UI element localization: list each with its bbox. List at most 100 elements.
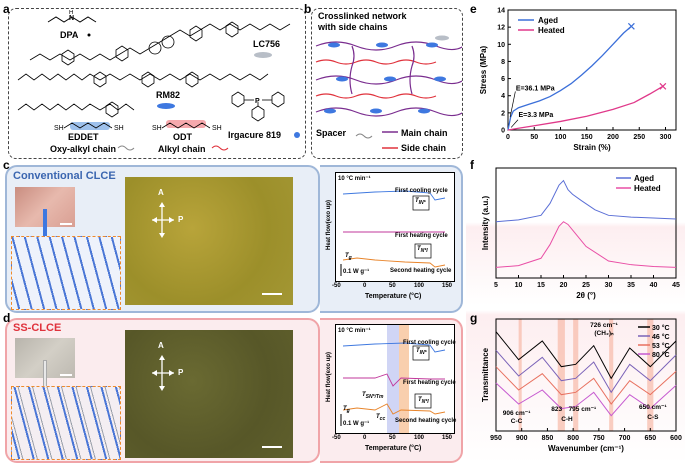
- panel-c-title: Conventional CLCE: [13, 170, 116, 182]
- chart-g-band-4: [647, 319, 654, 431]
- dsc-d-xtick-1: 0: [363, 435, 367, 441]
- dsc-c-xtick-0: -50: [332, 283, 341, 289]
- lc756-label: LC756: [253, 39, 280, 49]
- chart-g-legend-2: 53 °C: [652, 342, 670, 350]
- panel-d-pom-scalebar: [262, 446, 282, 448]
- panel-b-title-1: Crosslinked network: [318, 11, 407, 21]
- dsc-c-cool-curve: [342, 190, 446, 201]
- chart-g-xtick-2: 850: [542, 435, 554, 442]
- chart-e-xtick-5: 250: [633, 134, 645, 141]
- dsc-c-tni: TN*I: [417, 246, 428, 255]
- panel-c-scalebar: [60, 223, 72, 225]
- chart-g-ann-726: 726 cm⁻¹: [590, 322, 618, 329]
- panel-d-p-label: P: [178, 368, 184, 377]
- chart-g-xtick-5: 700: [619, 435, 631, 442]
- panel-c-ap-axes: [152, 202, 174, 238]
- chart-e-ytick-7: 14: [497, 8, 505, 15]
- dsc-c-scale: 0.1 W g⁻¹: [343, 269, 370, 275]
- chart-f-xtick-1: 10: [515, 282, 523, 289]
- chart-e-ytick-1: 2: [501, 110, 505, 117]
- chart-f-xtick-0: 5: [494, 282, 498, 289]
- chart-e-line-aged: [507, 25, 632, 131]
- panel-d-pom: [125, 330, 293, 458]
- chart-e-line-heated: [507, 85, 664, 131]
- chart-e-legend-1: Heated: [538, 26, 565, 35]
- dsc-d-xtick-2: 50: [389, 435, 396, 441]
- chart-e-legend-0: Aged: [538, 16, 558, 25]
- chart-f-xtick-8: 45: [672, 282, 680, 289]
- odt-label: ODT: [173, 132, 193, 142]
- chart-g-ann-795: 795 cm⁻¹: [569, 406, 597, 413]
- lc756-ring-2: [105, 101, 119, 118]
- spacer-1: [349, 45, 355, 95]
- dpa-skeleton-2: [71, 16, 97, 23]
- dsc-d-heat1-label: First heating cycle: [403, 380, 456, 386]
- chart-e-ytick-2: 4: [501, 93, 505, 100]
- dsc-d-xtick-4: 150: [442, 435, 453, 441]
- side-chain-1: [315, 59, 437, 65]
- rm82-label: RM82: [156, 90, 180, 100]
- chart-g-line-0: [495, 331, 677, 380]
- legend-spacer: Spacer: [316, 128, 347, 138]
- chart-e-break-aged: [627, 22, 635, 30]
- panel-d-scalebar: [60, 374, 72, 376]
- chart-e-annot-1: E=36.1 MPa: [516, 86, 555, 93]
- dsc-d-tcc: Tcc: [376, 414, 386, 423]
- dpa-n: N: [69, 15, 74, 22]
- rm82-chain: [17, 73, 269, 81]
- chart-g-ann-906: 906 cm⁻¹: [503, 410, 531, 417]
- chart-f-xlabel: 2θ (°): [576, 291, 596, 300]
- eddet-label: EDDET: [68, 132, 99, 142]
- panel-c-pom: [125, 177, 293, 305]
- panel-c-pom-scalebar: [262, 293, 282, 295]
- oxy-label: Oxy-alkyl chain: [50, 144, 116, 154]
- dsc-d-curves: [340, 325, 446, 433]
- chart-g-xtick-1: 900: [516, 435, 528, 442]
- chart-e-annot-arrow-1: [509, 91, 516, 118]
- dsc-d-band-orange: [399, 325, 409, 433]
- panel-b-box: [311, 8, 463, 159]
- panel-d-title: SS-CLCE: [13, 322, 62, 334]
- chart-g-band-1: [557, 319, 565, 431]
- panel-a-label: a: [3, 2, 10, 16]
- chart-e-xtick-1: 50: [530, 134, 538, 141]
- dsc-d-box-1: [412, 345, 430, 361]
- chart-f-xtick-6: 35: [627, 282, 635, 289]
- dsc-d-box-2: [414, 393, 432, 409]
- chart-f-xtick-7: 40: [650, 282, 658, 289]
- alkyl-label: Alkyl chain: [158, 144, 206, 154]
- chart-g-legend-0: 30 °C: [652, 324, 670, 332]
- panel-d-ap-axes: [152, 355, 174, 391]
- chart-e-ytick-3: 6: [501, 76, 505, 83]
- dsc-d-cool-label: First cooling cycle: [403, 340, 456, 346]
- side-chain-2: [315, 93, 437, 99]
- chart-f-xtick-2: 15: [537, 282, 545, 289]
- dsc-c-curves: [340, 190, 446, 276]
- dpa-skeleton: [47, 16, 73, 23]
- panel-a-structures: N H DPA LC756 RM82 SH SH EDDET Oxy-alkyl…: [17, 10, 300, 154]
- chart-g-xtick-3: 800: [567, 435, 579, 442]
- dsc-c-tin: TIN*: [415, 198, 426, 207]
- chart-g-legend-3: 80 °C: [652, 351, 670, 359]
- chart-e-xlabel: Strain (%): [573, 143, 611, 152]
- chart-f-xtick-5: 30: [605, 282, 613, 289]
- irgacure-dot: [294, 132, 300, 138]
- chart-g-band-2: [573, 319, 579, 431]
- eddet-sh-left: SH: [54, 125, 64, 132]
- chart-f-xtick-3: 20: [560, 282, 568, 289]
- dsc-d-rate: 10 °C min⁻¹: [338, 328, 371, 334]
- dsc-c-xtick-4: 150: [442, 283, 453, 289]
- chart-g-xtick-7: 600: [670, 435, 682, 442]
- chart-e: 0 50 100 150 200 250 300 0 2 4 6 8 10 12 14 Strain (%) S…: [479, 8, 677, 152]
- chart-g-frame: [495, 318, 677, 432]
- dsc-d-xtick-3: 100: [414, 435, 425, 441]
- dpa-h: H: [69, 10, 73, 16]
- dsc-c-tg: Tg: [345, 253, 352, 262]
- chart-g-line-3: [495, 382, 677, 417]
- panel-c-label: c: [3, 158, 10, 172]
- dsc-c-plot: [335, 172, 455, 282]
- lc756-chain: [29, 23, 291, 61]
- panel-a-box: [8, 8, 306, 159]
- dsc-d-tg: Tg: [343, 406, 350, 415]
- dpa-dot: [87, 33, 91, 37]
